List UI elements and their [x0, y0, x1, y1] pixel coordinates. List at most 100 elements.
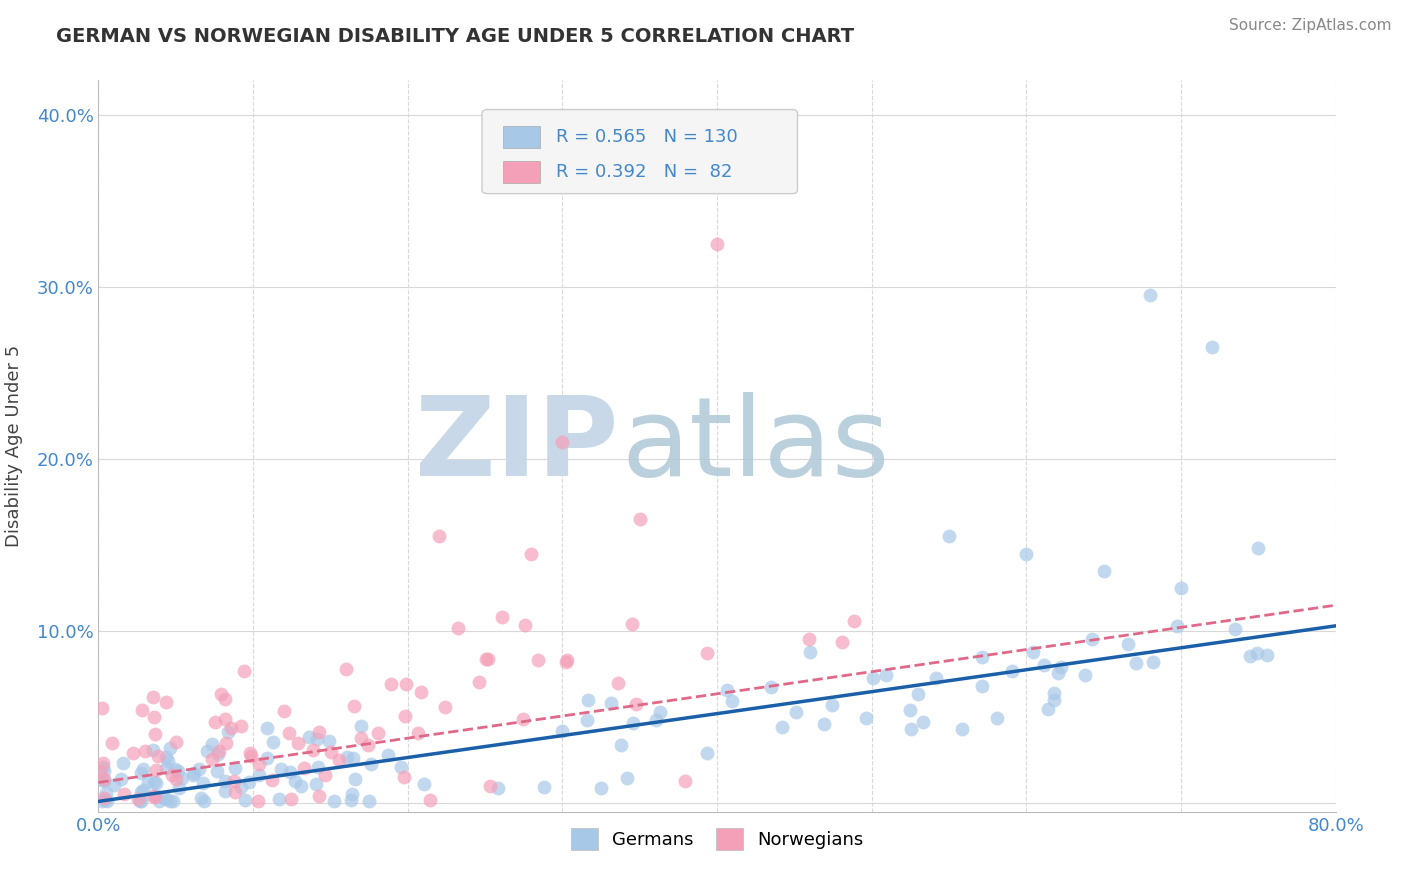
Point [262, 735, 284, 749]
Point [427, 529, 450, 543]
Point [162, 794, 184, 808]
Point [246, 794, 269, 808]
Point [191, 776, 214, 790]
Point [155, 791, 177, 805]
Point [318, 734, 340, 748]
Point [308, 724, 330, 739]
Point [1256, 648, 1278, 663]
Point [343, 772, 366, 786]
Point [93, 774, 115, 789]
Point [96, 794, 118, 808]
Point [136, 774, 159, 789]
Point [157, 755, 180, 769]
Point [91, 701, 114, 715]
Point [357, 738, 380, 752]
Point [813, 717, 835, 731]
Point [167, 764, 190, 778]
Point [394, 709, 416, 723]
Point [335, 662, 357, 676]
Point [160, 768, 183, 782]
Point [307, 759, 329, 773]
Point [938, 529, 960, 543]
Point [214, 774, 236, 789]
Point [575, 713, 598, 727]
Point [278, 726, 301, 740]
Point [1081, 632, 1104, 647]
Point [551, 434, 574, 449]
Point [616, 771, 638, 785]
Y-axis label: Disability Age Under 5: Disability Age Under 5 [4, 345, 22, 547]
Point [201, 737, 224, 751]
Point [419, 793, 441, 807]
Point [232, 664, 254, 678]
Point [224, 785, 246, 799]
Point [127, 792, 149, 806]
Point [129, 765, 152, 780]
Point [350, 731, 373, 745]
Point [148, 794, 170, 808]
Point [284, 774, 307, 789]
Point [221, 721, 243, 735]
Point [143, 790, 166, 805]
Point [624, 697, 647, 711]
Point [1247, 541, 1270, 556]
Point [972, 649, 994, 664]
Text: GERMAN VS NORWEGIAN DISABILITY AGE UNDER 5 CORRELATION CHART: GERMAN VS NORWEGIAN DISABILITY AGE UNDER… [56, 27, 855, 45]
Point [181, 768, 204, 782]
Point [359, 794, 381, 808]
Point [468, 675, 491, 690]
Point [875, 668, 897, 682]
Point [204, 714, 226, 729]
Point [270, 762, 292, 776]
Point [513, 618, 536, 632]
Point [287, 736, 309, 750]
Point [229, 780, 252, 794]
Point [1043, 693, 1066, 707]
Point [650, 706, 672, 720]
Point [305, 777, 328, 791]
Point [716, 683, 738, 698]
Point [193, 794, 215, 808]
Point [101, 736, 124, 750]
Point [408, 726, 430, 740]
Point [155, 761, 177, 775]
Point [1043, 686, 1066, 700]
Point [145, 775, 167, 789]
Point [1142, 656, 1164, 670]
Point [380, 677, 402, 691]
Point [1239, 648, 1261, 663]
Point [1223, 622, 1246, 636]
Point [280, 765, 302, 780]
Point [392, 770, 415, 784]
Point [342, 751, 364, 765]
Point [247, 768, 270, 782]
Point [256, 721, 278, 735]
Point [395, 676, 418, 690]
Point [190, 791, 212, 805]
Point [907, 688, 929, 702]
Point [785, 705, 807, 719]
Point [673, 773, 696, 788]
Point [247, 757, 270, 772]
Point [207, 747, 229, 761]
Point [644, 713, 666, 727]
Point [1038, 702, 1060, 716]
Point [434, 699, 457, 714]
FancyBboxPatch shape [503, 127, 540, 148]
Point [328, 753, 350, 767]
Point [1001, 664, 1024, 678]
Point [305, 731, 328, 746]
Point [1050, 659, 1073, 673]
Point [322, 794, 344, 808]
Point [1246, 647, 1268, 661]
Point [170, 771, 193, 785]
Point [224, 761, 246, 775]
Point [576, 693, 599, 707]
Point [201, 751, 224, 765]
Point [609, 738, 631, 752]
Point [165, 762, 187, 776]
Point [93, 791, 115, 805]
Point [155, 749, 177, 764]
Point [132, 762, 155, 776]
Point [195, 744, 218, 758]
